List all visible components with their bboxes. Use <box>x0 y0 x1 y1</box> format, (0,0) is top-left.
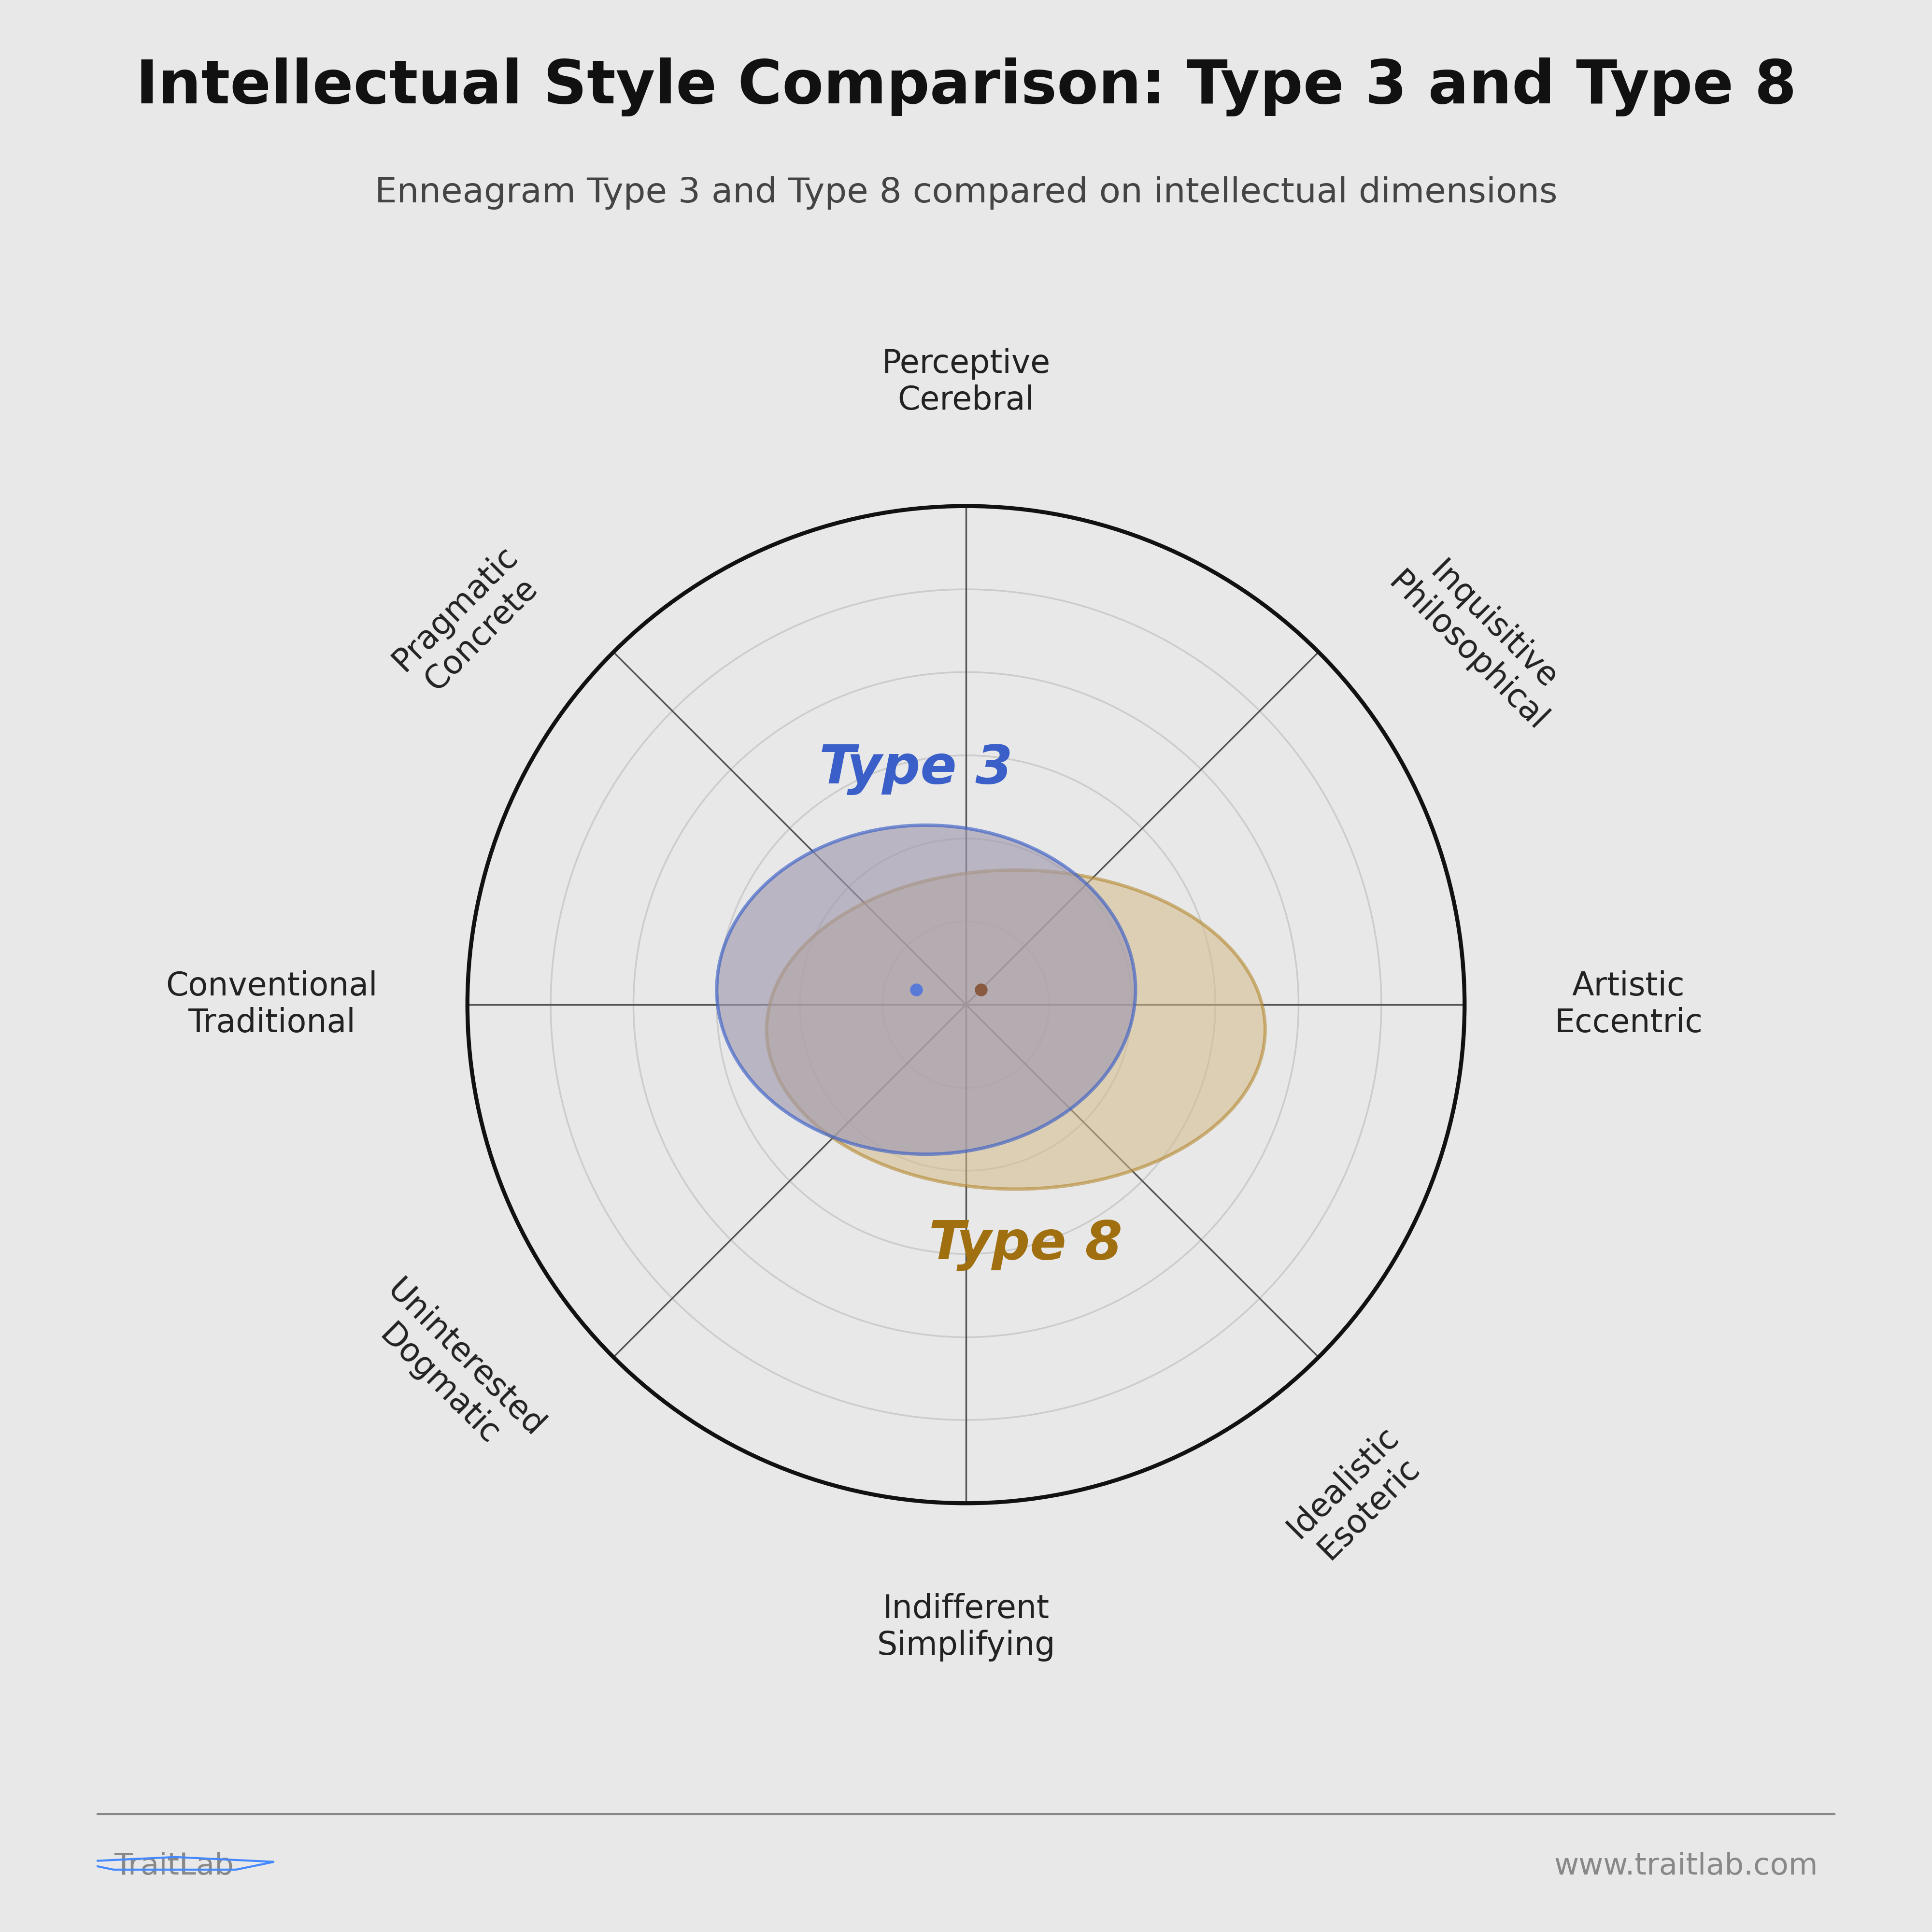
Text: TraitLab: TraitLab <box>114 1851 234 1882</box>
Text: Artistic
Eccentric: Artistic Eccentric <box>1555 970 1702 1039</box>
Text: Indifferent
Simplifying: Indifferent Simplifying <box>877 1594 1055 1662</box>
Text: Type 3: Type 3 <box>819 744 1012 796</box>
Ellipse shape <box>717 825 1136 1153</box>
Text: Uninterested
Dogmatic: Uninterested Dogmatic <box>355 1273 551 1468</box>
Text: Intellectual Style Comparison: Type 3 and Type 8: Intellectual Style Comparison: Type 3 an… <box>135 58 1797 116</box>
Text: Idealistic
Esoteric: Idealistic Esoteric <box>1281 1420 1430 1571</box>
Text: www.traitlab.com: www.traitlab.com <box>1553 1851 1818 1882</box>
Text: Type 8: Type 8 <box>929 1219 1122 1271</box>
Text: Enneagram Type 3 and Type 8 compared on intellectual dimensions: Enneagram Type 3 and Type 8 compared on … <box>375 176 1557 211</box>
Text: Perceptive
Cerebral: Perceptive Cerebral <box>881 348 1051 415</box>
Text: Inquisitive
Philosophical: Inquisitive Philosophical <box>1381 541 1578 736</box>
Text: Conventional
Traditional: Conventional Traditional <box>166 970 377 1039</box>
Text: Pragmatic
Concrete: Pragmatic Concrete <box>386 541 551 703</box>
Ellipse shape <box>767 869 1265 1188</box>
